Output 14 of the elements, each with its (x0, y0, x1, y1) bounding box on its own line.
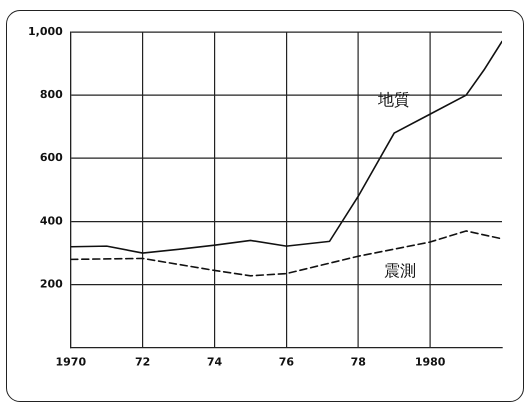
line-series (70, 230, 502, 277)
y-tick-label: 1,000 (28, 24, 64, 38)
x-tick-label: 1980 (414, 355, 446, 368)
x-tick-label: 1970 (55, 355, 86, 368)
y-tick-label: 600 (40, 151, 64, 164)
x-tick-label: 76 (278, 355, 294, 368)
y-tick-label: 200 (40, 278, 64, 290)
y-tick-label: 800 (40, 88, 64, 102)
y-tick-label: 400 (40, 214, 64, 228)
series-label: 震測 (384, 261, 416, 280)
series-label: 地質 (377, 90, 410, 110)
x-tick-label: 74 (206, 355, 223, 368)
x-tick-label: 72 (135, 355, 150, 368)
x-tick-label: 78 (350, 355, 366, 368)
